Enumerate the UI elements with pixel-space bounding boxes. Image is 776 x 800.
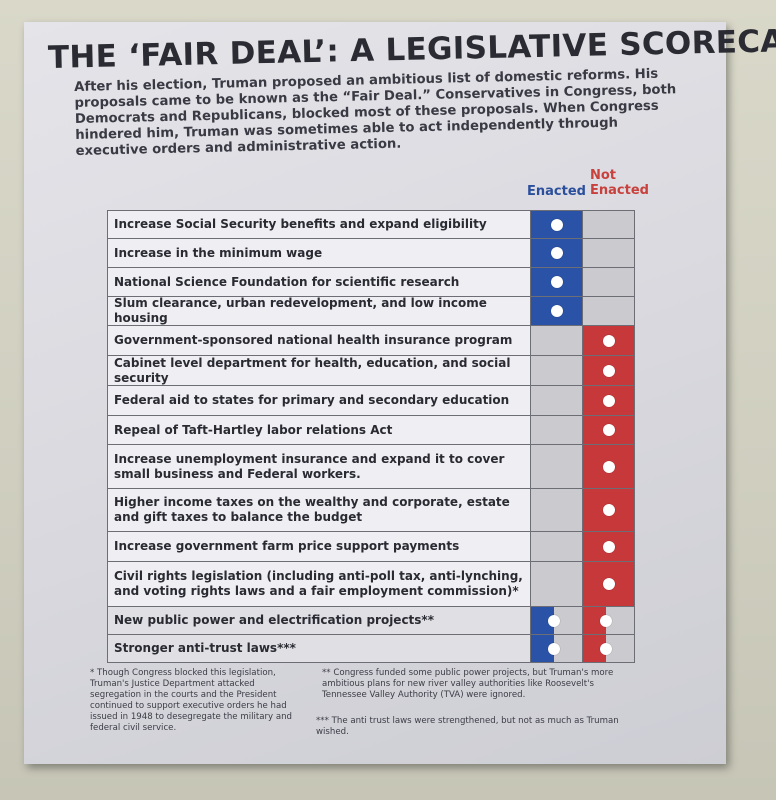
row-label: Increase Social Security benefits and ex… [107, 211, 531, 238]
enacted-cell [531, 386, 583, 415]
table-row: Increase in the minimum wage [107, 239, 635, 268]
row-label: Increase government farm price support p… [107, 532, 531, 561]
not-enacted-cell [583, 297, 635, 325]
row-label: Federal aid to states for primary and se… [107, 386, 531, 415]
row-label: Repeal of Taft-Hartley labor relations A… [107, 416, 531, 444]
enacted-cell [531, 532, 583, 561]
footnote-single: * Though Congress blocked this legislati… [90, 668, 293, 733]
row-label: New public power and electrification pro… [107, 607, 531, 634]
column-header-not-enacted-text: Not Enacted [590, 168, 649, 198]
not-enacted-cell [583, 326, 635, 355]
enacted-cell [531, 356, 583, 385]
not-enacted-cell [583, 532, 635, 561]
footnote-double: ** Congress funded some public power pro… [322, 668, 614, 700]
table-row: Cabinet level department for health, edu… [107, 356, 635, 386]
row-label: Stronger anti-trust laws*** [107, 635, 531, 662]
status-dot [602, 578, 615, 590]
enacted-cell [531, 211, 583, 238]
status-dot [550, 218, 563, 231]
table-row: Increase unemployment insurance and expa… [107, 445, 635, 489]
row-label: Increase unemployment insurance and expa… [107, 445, 531, 488]
table-row: National Science Foundation for scientif… [107, 268, 635, 297]
status-dot [550, 305, 563, 317]
row-label: Increase in the minimum wage [107, 239, 531, 267]
enacted-cell [531, 268, 583, 296]
enacted-cell [531, 607, 583, 634]
not-enacted-cell [583, 445, 635, 488]
enacted-cell [531, 635, 583, 662]
table-row: Higher income taxes on the wealthy and c… [107, 489, 635, 532]
not-enacted-cell [583, 386, 635, 415]
enacted-cell [531, 562, 583, 606]
status-dot [550, 247, 563, 259]
row-label: Government-sponsored national health ins… [107, 326, 531, 355]
enacted-cell [531, 326, 583, 355]
row-label: Higher income taxes on the wealthy and c… [107, 489, 531, 531]
status-dot [602, 394, 615, 407]
enacted-cell [531, 416, 583, 444]
status-dot [602, 424, 615, 436]
not-enacted-cell [583, 607, 635, 634]
status-dot [600, 614, 612, 627]
status-dot [548, 642, 560, 655]
table-row: Government-sponsored national health ins… [107, 326, 635, 356]
table-row: Civil rights legislation (including anti… [107, 562, 635, 607]
status-dot [548, 614, 560, 627]
status-dot [602, 334, 615, 347]
table-row: Stronger anti-trust laws*** [107, 635, 635, 663]
enacted-cell [531, 445, 583, 488]
status-dot [602, 540, 615, 553]
not-enacted-cell [583, 635, 635, 662]
table-row: Federal aid to states for primary and se… [107, 386, 635, 416]
not-enacted-cell [583, 268, 635, 296]
column-header-enacted: Enacted [527, 184, 586, 199]
status-dot [602, 460, 615, 473]
not-enacted-cell [583, 211, 635, 238]
footnote-triple: *** The anti trust laws were strengthene… [316, 716, 619, 737]
enacted-cell [531, 489, 583, 531]
row-label: National Science Foundation for scientif… [107, 268, 531, 296]
row-label: Slum clearance, urban redevelopment, and… [107, 296, 531, 325]
table-row: Repeal of Taft-Hartley labor relations A… [107, 416, 635, 445]
row-label: Civil rights legislation (including anti… [107, 562, 531, 606]
status-dot [600, 642, 612, 655]
status-dot [550, 276, 563, 288]
intro-paragraph: After his election, Truman proposed an a… [74, 66, 677, 159]
not-enacted-cell [583, 356, 635, 385]
table-row: New public power and electrification pro… [107, 607, 635, 635]
enacted-cell [531, 239, 583, 267]
not-enacted-cell [583, 416, 635, 444]
enacted-cell [531, 297, 583, 325]
table-row: Slum clearance, urban redevelopment, and… [107, 296, 635, 326]
scorecard-table: Increase Social Security benefits and ex… [107, 210, 635, 663]
table-row: Increase government farm price support p… [107, 532, 635, 562]
status-dot [602, 504, 615, 516]
column-header-not-enacted: Not Enacted [590, 168, 652, 198]
status-dot [602, 364, 615, 377]
table-row: Increase Social Security benefits and ex… [107, 211, 635, 239]
row-label: Cabinet level department for health, edu… [107, 356, 531, 385]
not-enacted-cell [583, 239, 635, 267]
not-enacted-cell [583, 489, 635, 531]
not-enacted-cell [583, 562, 635, 606]
